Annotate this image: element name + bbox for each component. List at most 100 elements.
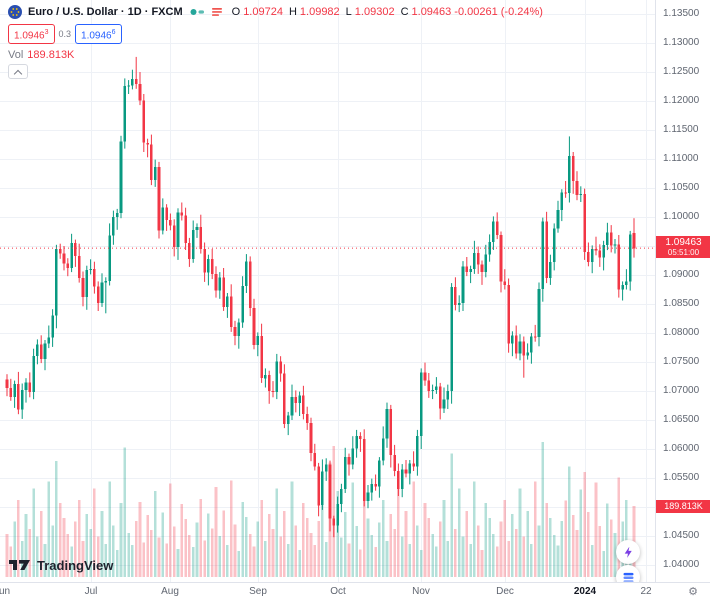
candle (17, 371, 20, 415)
price-tick-label: 1.07500 (663, 356, 700, 367)
open-label: O (231, 6, 241, 18)
price-tick-label: 1.12500 (663, 66, 700, 77)
candle (176, 208, 180, 260)
candle (275, 353, 279, 400)
candle (245, 254, 248, 293)
candle (233, 320, 237, 346)
price-tick-label: 1.12000 (663, 95, 700, 106)
object-stack-button[interactable] (616, 565, 640, 582)
candle (568, 136, 571, 203)
candle (552, 223, 556, 271)
candle (184, 207, 187, 250)
candle (256, 332, 260, 357)
candle (336, 496, 339, 533)
candle (165, 204, 168, 231)
candle (632, 218, 636, 258)
price-tick-label: 1.06000 (663, 443, 700, 454)
candle (533, 324, 537, 342)
price-tick-label: 1.13500 (663, 8, 700, 19)
candle (309, 417, 313, 462)
candle (104, 277, 108, 314)
candle (488, 234, 491, 262)
candle (9, 378, 13, 401)
candle (271, 381, 275, 398)
candle (222, 268, 225, 311)
volume-legend: Vol 189.813K (8, 49, 74, 61)
candle (100, 273, 104, 307)
volume-badge: 189.813K (656, 499, 710, 513)
candle (404, 460, 408, 478)
candle (51, 309, 54, 347)
candle (541, 217, 545, 302)
candle (123, 78, 127, 149)
candle (332, 515, 336, 538)
volume-value: 189.813K (27, 49, 75, 61)
candle (260, 323, 263, 383)
volume-bars (5, 442, 636, 578)
candle (226, 293, 229, 318)
candle (359, 432, 362, 452)
buy-button[interactable]: 1.09466 (75, 24, 122, 45)
candle (93, 261, 96, 294)
sell-button[interactable]: 1.09463 (8, 24, 55, 45)
candle (324, 458, 328, 481)
time-axis[interactable]: ⚙ Jun Jul Aug Sep Oct Nov Dec 2024 22 (0, 582, 710, 601)
candle (628, 230, 632, 291)
candle (621, 281, 624, 301)
candle (362, 429, 366, 507)
symbol-flag-icon (8, 5, 22, 19)
candle (606, 222, 609, 251)
candle (77, 243, 81, 283)
candle (503, 269, 507, 290)
candle (85, 265, 89, 310)
candle (549, 254, 552, 285)
price-tick-label: 1.06500 (663, 414, 700, 425)
tradingview-logo[interactable]: TradingView (8, 557, 113, 573)
candle (252, 298, 256, 350)
high-label: H (288, 6, 297, 18)
candle (313, 443, 317, 471)
price-tick-label: 1.10000 (663, 211, 700, 222)
candle (32, 348, 35, 400)
price-tick-label: 1.11500 (663, 124, 699, 135)
candle (229, 284, 233, 332)
quick-order-button[interactable] (616, 540, 640, 564)
candle (264, 368, 267, 388)
price-tick-label: 1.10500 (663, 182, 700, 193)
collapse-legend-button[interactable] (8, 64, 28, 79)
candle (476, 246, 480, 274)
candle (526, 343, 529, 360)
candle (416, 429, 419, 476)
time-tick-label: Aug (161, 586, 179, 597)
candle (560, 189, 564, 222)
candle (138, 72, 142, 106)
chevron-up-icon (13, 69, 23, 79)
candle (435, 377, 438, 394)
candle (400, 464, 404, 498)
symbol-title[interactable]: Euro / U.S. Dollar · 1D · FXCM (28, 6, 183, 18)
market-status-icon[interactable] (189, 7, 205, 17)
candle (279, 356, 282, 382)
candle (188, 237, 191, 267)
candle (108, 223, 111, 286)
open-value: 1.09724 (243, 6, 283, 18)
candle (397, 463, 400, 496)
candle (351, 436, 355, 470)
candle (340, 483, 343, 513)
gear-icon[interactable]: ⚙ (688, 586, 698, 598)
symbol-legend: Euro / U.S. Dollar · 1D · FXCM O 1.09724 … (8, 5, 543, 19)
candle (343, 447, 347, 493)
candle (302, 385, 305, 420)
candle (13, 380, 16, 408)
tradingview-logo-text: TradingView (37, 557, 114, 573)
time-tick-label: Sep (249, 586, 267, 597)
candle (119, 135, 123, 219)
candle (609, 225, 613, 253)
candle (241, 276, 244, 328)
candle (537, 282, 541, 347)
chart-plot-area[interactable]: Euro / U.S. Dollar · 1D · FXCM O 1.09724 … (0, 0, 655, 582)
candle (169, 213, 172, 231)
price-axis[interactable]: 1.09463 05:51:00 189.813K 1.13500 1.13000… (655, 0, 710, 582)
candle (427, 373, 431, 398)
notes-icon[interactable] (211, 7, 223, 17)
